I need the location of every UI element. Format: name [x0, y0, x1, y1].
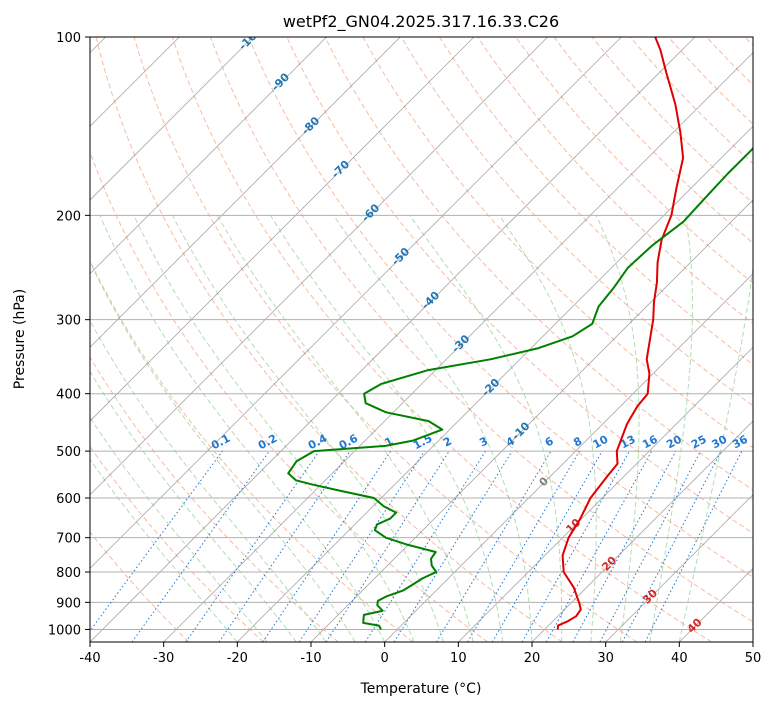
y-tick-label: 400 — [56, 388, 81, 403]
dry-adiabat — [90, 531, 190, 642]
isotherm — [384, 273, 753, 642]
chart-title: wetPf2_GN04.2025.317.16.33.C26 — [283, 12, 559, 32]
dry-adiabat — [171, 37, 712, 642]
profiles — [287, 37, 753, 630]
isotherm — [752, 641, 753, 642]
x-axis: -40 -30 -20 -10 0 10 20 30 40 50 — [79, 642, 761, 666]
mixing-ratio-line — [218, 450, 351, 642]
moist-adiabat — [90, 416, 268, 642]
mixing-ratio-line — [185, 450, 320, 642]
mixing-ratio-line — [435, 450, 552, 642]
isotherm — [310, 199, 753, 642]
moist-adiabat — [216, 215, 474, 642]
isotherm — [90, 37, 475, 422]
isotherm — [90, 37, 696, 642]
dry-adiabat — [438, 37, 753, 366]
mixing-ratio-label: 36 — [730, 433, 750, 452]
y-axis: 100 200 300 400 500 600 700 800 900 1000 — [48, 31, 90, 638]
y-tick-label: 800 — [56, 566, 81, 581]
moist-adiabat — [90, 370, 297, 642]
isotherm — [237, 125, 753, 642]
dry-adiabat — [90, 150, 488, 642]
isotherm — [90, 37, 254, 201]
dry-adiabat — [591, 37, 753, 204]
moist-adiabat — [269, 215, 503, 642]
dry-adiabat — [133, 37, 638, 642]
moist-adiabat — [172, 215, 445, 642]
y-tick-label: 700 — [56, 532, 81, 547]
dry-adiabat — [324, 37, 753, 491]
x-tick-label: 40 — [671, 651, 688, 666]
isotherm — [605, 494, 753, 642]
mixing-ratio-line — [325, 450, 450, 642]
y-tick-label: 1000 — [48, 623, 81, 638]
dry-adiabat — [553, 37, 753, 244]
plot-frame — [89, 36, 754, 643]
isotherm — [90, 37, 401, 348]
moist-adiabat — [133, 215, 415, 642]
x-tick-label: 10 — [450, 651, 467, 666]
mixing-ratio-line — [393, 450, 513, 642]
y-tick-label: 100 — [56, 31, 81, 46]
moist-adiabats — [90, 215, 753, 642]
dry-adiabat — [95, 37, 563, 642]
plot-background — [90, 37, 753, 642]
mixing-ratio-line — [467, 450, 580, 642]
dry-adiabat — [90, 356, 339, 642]
x-tick-label: -20 — [227, 651, 248, 666]
x-tick-label: 50 — [745, 651, 762, 666]
y-tick-label: 600 — [56, 492, 81, 507]
mixing-ratio-line — [521, 450, 630, 642]
mixing-ratio-lines — [90, 450, 743, 642]
moist-adiabat — [90, 260, 356, 642]
x-tick-label: -10 — [300, 651, 321, 666]
moist-adiabat — [90, 319, 327, 642]
x-tick-label: 0 — [381, 651, 389, 666]
moist-adiabat — [333, 215, 533, 642]
isotherm — [163, 52, 753, 642]
mixing-ratio-label: 10 — [591, 433, 611, 452]
isotherm — [531, 420, 753, 642]
y-tick-label: 300 — [56, 314, 81, 329]
dry-adiabat — [400, 37, 753, 407]
dewpoint-profile — [287, 146, 753, 630]
isotherm — [458, 346, 753, 642]
x-axis-label: Temperature (°C) — [360, 681, 482, 697]
isotherm — [90, 37, 548, 496]
mixing-ratio-label: 20 — [664, 433, 684, 452]
dry-adiabat — [90, 259, 414, 642]
moist-adiabat — [498, 215, 597, 642]
isotherm — [90, 37, 622, 569]
moist-adiabat — [595, 215, 640, 642]
dry-adiabat — [248, 37, 753, 578]
x-tick-label: -30 — [153, 651, 174, 666]
temperature-profile — [556, 37, 685, 630]
y-tick-label: 900 — [56, 596, 81, 611]
mixing-ratio-line — [491, 450, 603, 642]
moist-adiabat — [409, 215, 563, 642]
mixing-ratio-line — [572, 450, 677, 642]
x-tick-label: -40 — [79, 651, 100, 666]
isotherm — [90, 37, 327, 275]
y-axis-label: Pressure (hPa) — [12, 289, 28, 389]
mixing-ratio-label: 25 — [689, 433, 709, 452]
mixing-ratio-line — [364, 450, 486, 642]
dry-adiabat — [210, 37, 753, 623]
moist-adiabat — [90, 458, 238, 642]
moist-adiabat — [99, 215, 386, 642]
x-tick-label: 20 — [524, 651, 541, 666]
y-tick-label: 200 — [56, 209, 81, 224]
dry-adiabat — [286, 37, 753, 534]
mixing-ratio-label: 16 — [640, 433, 660, 452]
skewed-isotherms — [90, 37, 753, 642]
y-tick-label: 500 — [56, 445, 81, 460]
dry-adiabat — [477, 37, 753, 325]
x-tick-label: 30 — [597, 651, 614, 666]
mixing-ratio-label: 30 — [710, 433, 730, 452]
mixing-ratio-line — [545, 450, 653, 642]
